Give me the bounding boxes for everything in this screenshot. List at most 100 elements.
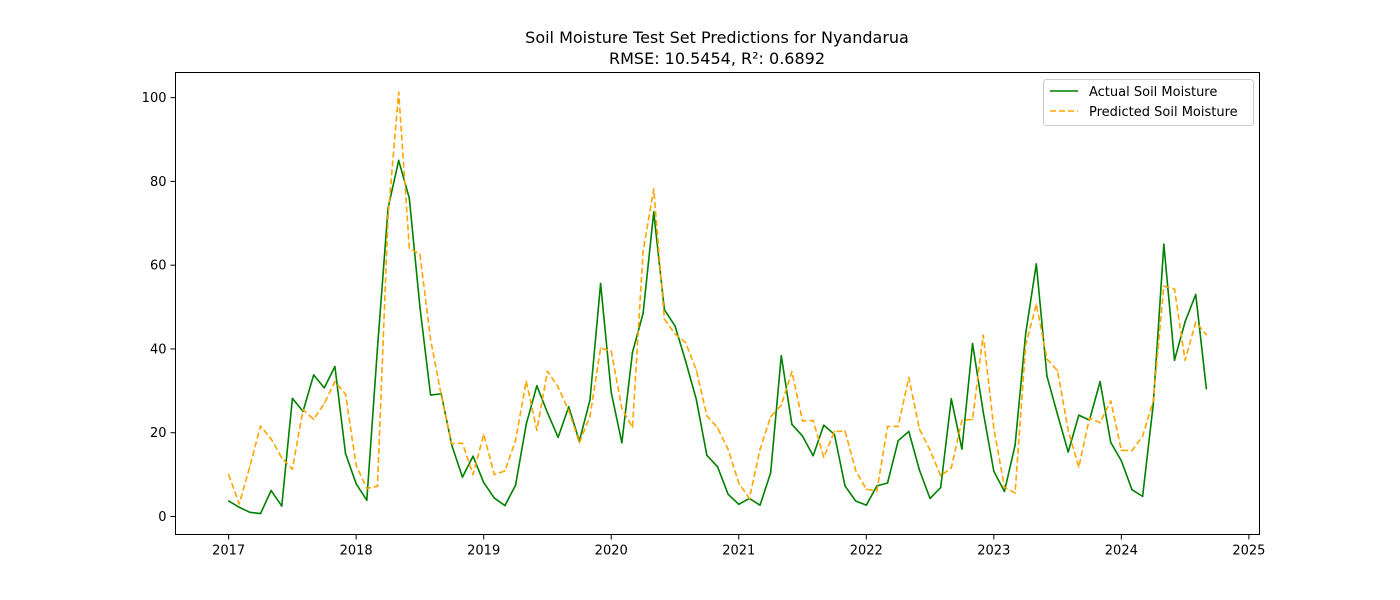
chart-title: Soil Moisture Test Set Predictions for N… [525,28,909,47]
data-point-predicted [227,473,230,476]
data-point-predicted [1205,333,1208,336]
data-point-predicted [759,448,761,451]
x-tick-label: 2020 [595,544,628,559]
data-point-predicted [1067,429,1070,432]
plot-frame [175,72,1260,535]
data-point-actual [642,312,644,315]
data-point-predicted [344,393,347,395]
data-point-predicted [376,485,379,488]
data-point-actual [1109,441,1112,444]
data-point-actual [1120,459,1123,462]
data-point-predicted [249,465,251,468]
data-point-predicted [971,418,974,421]
data-point-actual [525,423,528,426]
data-point-actual [291,397,294,400]
data-point-actual [1131,488,1133,491]
y-axis: 0 20 40 60 80 100 [142,91,176,525]
data-point-actual [822,424,825,426]
data-point-actual [695,398,698,401]
x-tick-label: 2024 [1105,544,1138,559]
data-point-predicted [674,333,676,335]
series-line-predicted [227,91,1207,505]
x-tick-label: 2017 [212,544,245,559]
data-point-predicted [461,442,464,444]
data-point-predicted [1056,369,1059,372]
data-point-predicted [536,429,538,432]
data-point-predicted [822,456,825,459]
data-point-actual [1163,243,1165,246]
data-point-actual [971,342,974,345]
data-point-predicted [897,425,899,428]
data-point-predicted [748,497,751,500]
data-point-predicted [1078,466,1080,468]
data-point-predicted [918,428,921,430]
data-point-predicted [1109,400,1112,402]
data-point-predicted [493,473,496,476]
x-tick-label: 2018 [340,544,373,559]
data-point-predicted [939,475,942,477]
data-point-actual [907,430,910,433]
data-point-predicted [355,464,357,467]
data-point-predicted [621,407,623,410]
data-point-predicted [312,418,315,421]
data-point-actual [1014,444,1016,447]
data-point-predicted [323,402,326,405]
data-point-actual [929,497,931,500]
data-point-actual [1035,263,1038,265]
data-point-predicted [652,188,655,190]
data-point-actual [238,506,241,509]
data-point-predicted [812,419,814,422]
data-point-predicted [1141,435,1144,437]
x-tick-label: 2019 [467,544,500,559]
x-tick-label: 2025 [1232,544,1265,559]
data-point-predicted [302,408,304,411]
data-point-actual [482,481,485,484]
data-point-predicted [567,409,570,412]
data-point-predicted [1014,492,1016,494]
data-point-actual [1003,490,1006,493]
data-point-actual [259,512,262,515]
data-point-actual [1024,332,1027,335]
data-point-actual [504,504,506,507]
data-point-predicted [1003,486,1006,488]
data-point-predicted [270,438,272,440]
chart-subtitle: RMSE: 10.5454, R²: 0.6892 [609,49,825,68]
data-point-actual [844,485,846,487]
data-point-actual [684,360,687,362]
data-point-actual [249,511,251,514]
data-point-actual [227,500,230,502]
data-point-actual [652,211,655,213]
data-point-actual [961,448,963,450]
data-point-predicted [950,467,953,469]
x-tick-label: 2022 [850,544,883,559]
data-point-predicted [961,419,963,421]
data-point-actual [451,444,453,447]
y-tick-label: 60 [150,259,167,274]
data-point-actual [706,454,708,457]
data-point-predicted [1194,321,1197,323]
data-point-predicted [833,430,836,433]
data-point-actual [472,455,474,457]
data-point-actual [536,385,538,387]
data-point-predicted [482,433,485,436]
y-tick-label: 20 [150,426,167,441]
data-point-predicted [737,482,740,484]
data-point-predicted [504,470,506,472]
data-point-predicted [280,457,283,459]
data-point-predicted [578,441,581,444]
data-point-actual [461,476,464,478]
data-point-actual [791,423,793,426]
data-point-actual [1046,375,1048,377]
data-point-predicted [334,380,336,383]
data-point-actual [376,348,379,350]
data-point-predicted [1152,400,1155,402]
data-point-actual [1078,414,1080,416]
data-point-actual [355,483,357,485]
data-point-predicted [993,427,995,429]
data-point-predicted [1173,288,1176,290]
data-point-actual [1056,413,1059,416]
data-point-predicted [854,469,857,472]
data-point-predicted [695,369,698,371]
data-point-actual [408,197,411,199]
data-point-predicted [1120,449,1123,452]
